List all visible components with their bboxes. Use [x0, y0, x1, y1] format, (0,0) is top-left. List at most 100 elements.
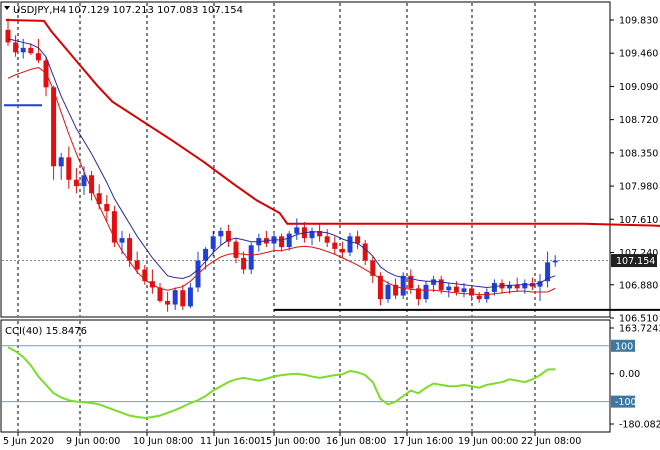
candle-body [58, 157, 64, 167]
price-tick-label: 106.880 [619, 280, 658, 291]
candle-body [187, 287, 193, 307]
candle-body [362, 243, 368, 261]
cci-tick-label: 0.00 [619, 369, 640, 380]
ohlc-values: 107.129 107.213 107.083 107.154 [68, 5, 243, 16]
candle-body [507, 284, 513, 289]
cci-tick-label: 163.7243 [619, 324, 660, 335]
candle-body [393, 284, 399, 296]
candle-body [324, 236, 330, 243]
candle-body [347, 236, 353, 253]
fast-ma-line [7, 38, 556, 288]
price-tick-label: 107.240 [619, 248, 658, 259]
price-axis: 109.830 109.460 109.090 108.720 108.350 107.9… [610, 16, 658, 325]
cci-series [2, 345, 609, 419]
candle-body [469, 288, 475, 296]
time-tick-label: 17 Jun 16:00 [393, 436, 453, 447]
time-axis: 5 Jun 2020 9 Jun 00:00 10 Jun 08:00 11 Jun … [3, 432, 581, 447]
moving-averages [7, 38, 556, 296]
candle-body [431, 279, 437, 285]
candle-body [203, 248, 209, 261]
candle-body [484, 291, 490, 300]
candle-body [111, 211, 117, 243]
candle-body [35, 53, 41, 61]
time-tick-label: 22 Jun 08:00 [521, 436, 581, 447]
candle-body [225, 230, 231, 242]
candle-body [446, 286, 452, 291]
grid-lines [2, 3, 609, 431]
cci-line [7, 346, 556, 419]
candle-body [13, 42, 19, 53]
candle-body [400, 275, 406, 296]
candle-body [89, 175, 95, 194]
candle-body [218, 230, 224, 237]
cci-tick-label: 100 [615, 341, 633, 352]
resistance-line [5, 19, 660, 227]
candle-body [96, 193, 102, 205]
candle-body [157, 287, 163, 301]
candle-body [370, 260, 376, 276]
price-panel [0, 1, 611, 318]
candle-body [415, 288, 421, 300]
candle-body [377, 275, 383, 300]
time-tick-label: 16 Jun 08:00 [326, 436, 386, 447]
candle-body [81, 175, 87, 187]
candle-body [286, 233, 292, 248]
candle-body [241, 257, 247, 270]
candle-body [20, 47, 26, 53]
slow-ma-line [7, 67, 556, 296]
current-price-label: 107.154 [616, 256, 655, 267]
cci-tick-label: -100 [615, 397, 637, 408]
candle-body [165, 300, 171, 305]
price-tick-label: 109.090 [619, 82, 658, 93]
candle-body [423, 284, 429, 300]
candle-body [545, 262, 551, 282]
reference-lines [4, 19, 660, 311]
candle-body [233, 241, 239, 258]
candle-body [127, 238, 133, 261]
candle-body [73, 179, 79, 187]
candle-body [210, 236, 216, 249]
cci-tick-label: -180.082 [619, 420, 660, 431]
candle-body [142, 269, 148, 282]
cci-level-tag [611, 339, 635, 352]
time-tick-label: 5 Jun 2020 [3, 436, 54, 447]
candle-body [537, 281, 543, 287]
candle-body [438, 279, 444, 291]
candle-body [552, 260, 558, 263]
candle-body [134, 260, 140, 270]
candle-body [28, 47, 34, 54]
candle-body [317, 230, 323, 237]
price-tick-label: 109.460 [619, 49, 658, 60]
candle-body [180, 290, 186, 307]
time-tick-label: 11 Jun 16:00 [200, 436, 260, 447]
price-tick-label: 109.830 [619, 16, 658, 27]
cci-indicator-label[interactable]: CCI(40) 15.8476 [5, 326, 87, 337]
candle-body [104, 204, 110, 212]
cci-axis: 163.7243 100 0.00 -100 -180.082 [610, 324, 660, 431]
symbol-label[interactable]: USDJPY,H4 [13, 5, 66, 16]
candle-body [5, 29, 11, 43]
time-tick-label: 15 Jun 00:00 [260, 436, 320, 447]
price-tick-label: 108.720 [619, 115, 658, 126]
price-tick-label: 107.610 [619, 215, 658, 226]
candle-body [355, 236, 361, 244]
symbol-dropdown-icon[interactable] [4, 6, 10, 10]
candle-body [491, 282, 497, 292]
current-price-tag [611, 254, 657, 268]
candle-body [408, 275, 414, 289]
cci-level-tag [611, 395, 635, 408]
candle-body [385, 284, 391, 300]
candle-body [119, 238, 125, 243]
candle-body [294, 227, 300, 234]
candle-body [309, 230, 315, 239]
candle-body [339, 248, 345, 253]
time-tick-label: 9 Jun 00:00 [66, 436, 120, 447]
candle-body [279, 236, 285, 248]
candle-body [453, 286, 459, 292]
price-tick-label: 106.510 [619, 314, 658, 325]
price-tick-label: 107.980 [619, 182, 658, 193]
candle-body [522, 282, 528, 289]
candle-body [172, 290, 178, 305]
candle-body [332, 242, 338, 249]
